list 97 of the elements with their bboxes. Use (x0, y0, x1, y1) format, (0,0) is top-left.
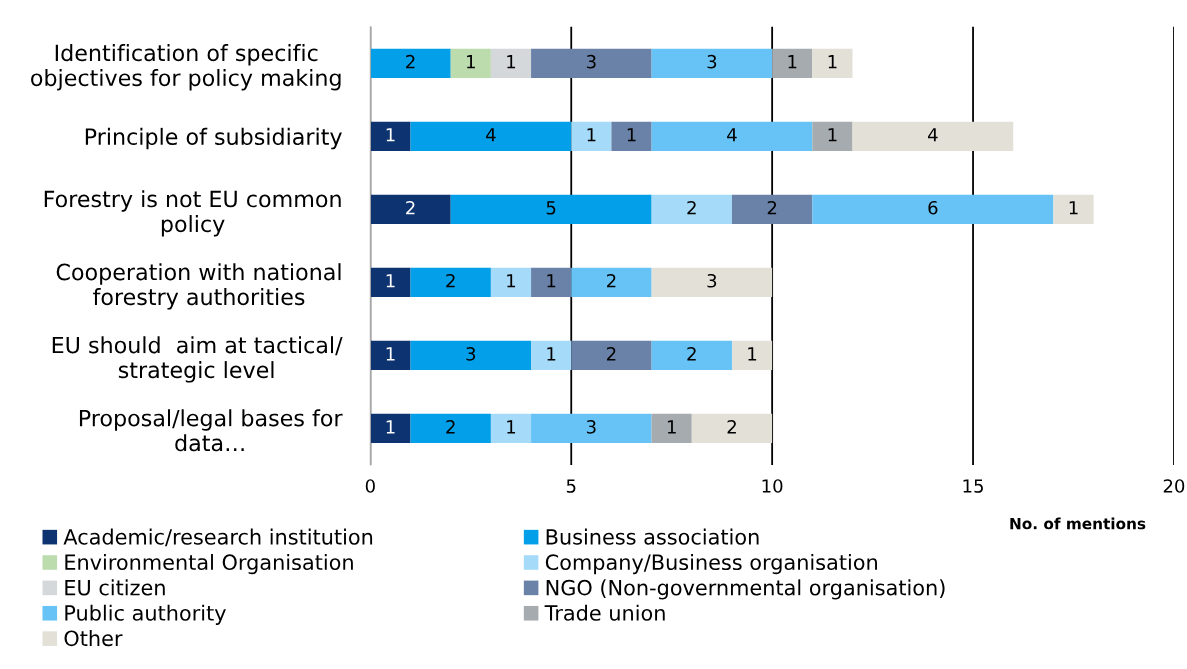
x-tick-label: 10 (762, 479, 783, 493)
y-tick-label: EU should aim at tactical/ strategic level (52, 336, 343, 383)
data-label: 3 (586, 54, 596, 69)
legend-label: Environmental Organisation (65, 553, 353, 575)
data-label: 1 (667, 420, 676, 434)
bar (410, 340, 532, 371)
bar (852, 121, 1014, 151)
legend-label: EU citizen (65, 579, 165, 596)
bar (731, 194, 813, 224)
bar (410, 413, 491, 444)
legend-label: Academic/research institution (63, 528, 373, 547)
y-tick-label: Forestry is not EU common policy (44, 190, 341, 237)
data-label: 4 (727, 128, 737, 142)
bar (490, 267, 532, 297)
data-label: 1 (547, 274, 556, 288)
bar (370, 48, 451, 78)
bar (611, 121, 652, 151)
bar (812, 121, 853, 151)
data-label: 4 (928, 128, 938, 142)
bar (370, 340, 411, 371)
data-label: 2 (687, 200, 696, 215)
bar (571, 340, 652, 371)
data-label: 3 (707, 273, 717, 288)
data-label: 3 (707, 54, 717, 69)
legend-label: Other (64, 630, 123, 647)
x-tick-label: 0 (365, 479, 375, 493)
legend-label: Public authority (65, 604, 226, 625)
bar (651, 48, 773, 78)
bar (651, 194, 732, 224)
x-tick-label: 15 (963, 479, 983, 493)
bar (410, 121, 572, 151)
data-label: 2 (446, 420, 455, 434)
bar (812, 194, 1054, 224)
bar (531, 48, 652, 78)
bar (370, 413, 411, 444)
legend-label: Trade union (544, 604, 665, 621)
y-tick-label: Proposal/legal bases for data… (79, 409, 343, 452)
bar (651, 413, 692, 444)
bar (370, 194, 451, 224)
bar (571, 121, 612, 151)
data-label: 2 (406, 200, 415, 215)
bar (531, 267, 572, 297)
legend-label: NGO (Non-governmental organisation) (546, 579, 945, 600)
legend-label: Business association (546, 528, 759, 545)
y-tick-label: Identification of specific objectives for policy making (31, 44, 341, 91)
bar (450, 48, 491, 78)
data-label: 1 (587, 128, 596, 142)
bar (370, 121, 411, 151)
data-label: 2 (687, 346, 696, 361)
data-label: 1 (386, 347, 395, 361)
data-label: 1 (386, 274, 395, 288)
bar (772, 48, 813, 78)
data-label: 1 (788, 55, 797, 69)
bar (731, 340, 773, 371)
data-label: 1 (547, 347, 556, 361)
data-label: 1 (748, 347, 757, 361)
x-axis-title: No. of mentions (1010, 517, 1146, 530)
data-label: 2 (446, 273, 455, 288)
data-label: 2 (607, 346, 616, 361)
bar (651, 340, 732, 371)
bar (651, 121, 813, 151)
bar (410, 267, 491, 297)
bar (450, 194, 652, 224)
data-label: 4 (486, 128, 496, 142)
bar (531, 413, 652, 444)
data-label: 3 (466, 346, 476, 361)
x-tick-label: 5 (566, 479, 576, 493)
bar (812, 48, 853, 78)
data-label: 1 (828, 55, 837, 69)
bar (490, 413, 532, 444)
bar (571, 267, 652, 297)
data-label: 1 (507, 420, 516, 434)
data-label: 2 (767, 200, 777, 215)
data-label: 3 (586, 420, 596, 434)
x-tick-label: 20 (1163, 479, 1185, 493)
data-label: 1 (828, 128, 837, 142)
bar (651, 267, 773, 297)
data-label: 5 (546, 201, 556, 215)
data-label: 1 (386, 420, 395, 434)
data-label: 2 (727, 420, 736, 434)
bar (370, 267, 411, 297)
data-label: 1 (386, 128, 395, 142)
data-label: 1 (1069, 201, 1078, 215)
data-label: 2 (406, 54, 415, 69)
y-tick-label: Principle of subsidiarity (85, 127, 342, 150)
data-label: 2 (607, 273, 616, 288)
data-label: 1 (467, 55, 475, 69)
y-tick-label: Cooperation with national forestry authorities (56, 263, 341, 310)
bar (531, 340, 572, 371)
bar (490, 48, 532, 78)
bar (691, 413, 773, 444)
data-label: 1 (507, 55, 516, 69)
legend-label: Company/Business organisation (545, 553, 877, 575)
bar (1053, 194, 1094, 224)
data-label: 1 (507, 274, 516, 288)
data-label: 1 (627, 128, 636, 142)
data-label: 6 (928, 200, 938, 215)
